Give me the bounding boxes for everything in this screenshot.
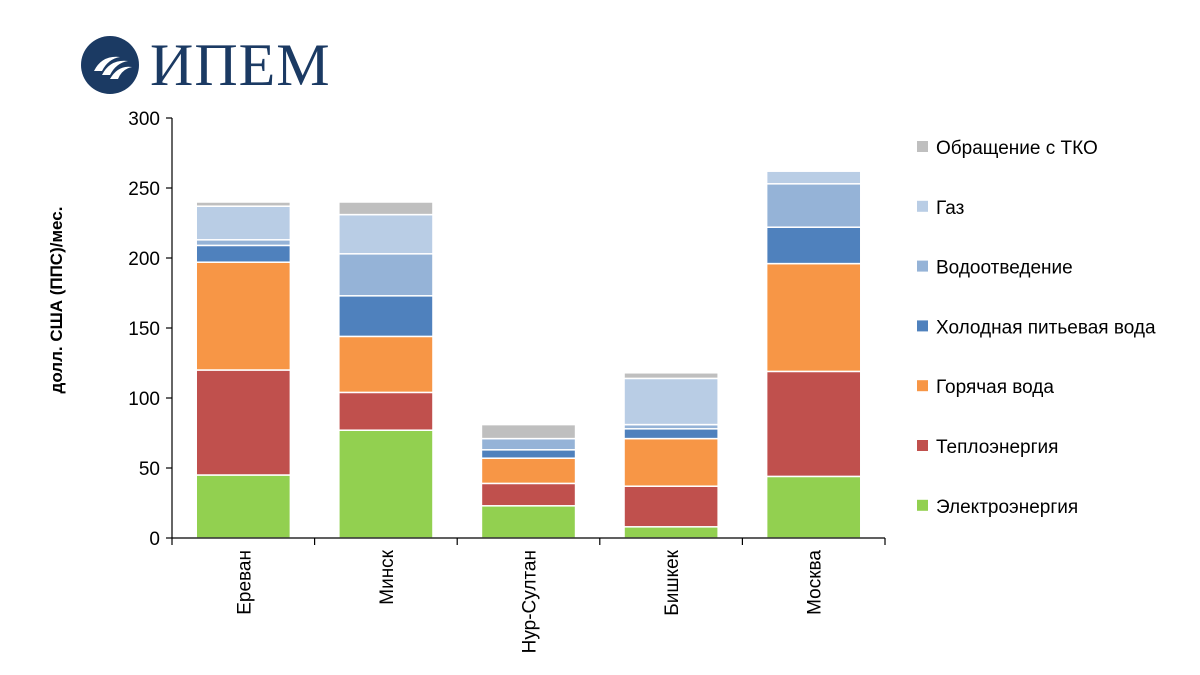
legend-swatch bbox=[917, 380, 928, 392]
legend-swatch bbox=[917, 260, 928, 272]
bar-segment bbox=[338, 253, 434, 297]
ipem-logo-icon bbox=[81, 36, 139, 94]
legend-swatch bbox=[917, 141, 928, 152]
legend-label: Водоотведение bbox=[936, 258, 1073, 279]
bar-segment bbox=[765, 262, 862, 373]
legend-swatch bbox=[917, 320, 928, 332]
legend-label: Обращение с ТКО bbox=[936, 138, 1098, 159]
bar-segment bbox=[338, 295, 434, 338]
legend-label: Газ bbox=[936, 198, 964, 219]
bar-segment bbox=[480, 457, 577, 485]
y-tick-label: 250 bbox=[128, 179, 160, 200]
logo-text: ИПЕМ bbox=[150, 32, 331, 98]
y-tick-label: 300 bbox=[128, 109, 160, 130]
bar-segment bbox=[623, 526, 719, 539]
bar-segment bbox=[623, 377, 719, 426]
bar-segment bbox=[195, 474, 292, 539]
bar-segment bbox=[338, 429, 434, 539]
axes-layer: 0 50 100 150 200 250 300 Ереван Минск Нур-Султан Б… bbox=[128, 109, 886, 653]
bar-segment bbox=[195, 239, 292, 247]
y-tick-label: 150 bbox=[128, 319, 160, 340]
y-tick-label: 0 bbox=[149, 529, 160, 550]
x-tick-label: Нур-Султан bbox=[520, 550, 541, 653]
legend-label: Электроэнергия bbox=[936, 497, 1078, 518]
legend-label: Горячая вода bbox=[936, 377, 1054, 398]
bar-segment bbox=[765, 170, 862, 185]
legend-swatch bbox=[917, 200, 928, 212]
bar-segment bbox=[338, 201, 434, 216]
y-axis-label: долл. США (ППС)/мес. bbox=[47, 207, 66, 394]
bar-segment bbox=[623, 437, 719, 487]
x-tick-label: Минск bbox=[377, 549, 398, 604]
bar-segment bbox=[480, 437, 577, 451]
legend-label: Холодная питьевая вода bbox=[936, 317, 1156, 338]
y-tick-label: 200 bbox=[128, 249, 160, 270]
bar-segment bbox=[623, 485, 719, 528]
bars-layer bbox=[195, 170, 862, 539]
y-tick-label: 100 bbox=[128, 389, 160, 410]
bar-segment bbox=[765, 475, 862, 539]
bar-segment bbox=[623, 428, 719, 440]
bar-segment bbox=[338, 213, 434, 255]
legend-swatch bbox=[917, 499, 928, 511]
bar-segment bbox=[480, 505, 577, 539]
bar-segment bbox=[765, 370, 862, 478]
bar-segment bbox=[765, 226, 862, 265]
legend-swatch bbox=[917, 440, 928, 451]
bar-segment bbox=[195, 205, 292, 241]
x-tick-label: Бишкек bbox=[662, 549, 683, 615]
bar-segment bbox=[480, 449, 577, 459]
bar-segment bbox=[195, 261, 292, 371]
bar-segment bbox=[195, 369, 292, 476]
legend: Обращение с ТКО Газ Водоотведение Холодная … bbox=[917, 138, 1156, 518]
bar-segment bbox=[765, 183, 862, 228]
bar-segment bbox=[338, 391, 434, 431]
bar-segment bbox=[195, 244, 292, 263]
bar-segment bbox=[195, 201, 292, 207]
x-tick-label: Ереван bbox=[234, 550, 255, 615]
bar-segment bbox=[480, 482, 577, 507]
bar-segment bbox=[623, 372, 719, 380]
bar-segment bbox=[480, 423, 577, 440]
logo: ИПЕМ bbox=[80, 34, 331, 96]
legend-label: Теплоэнергия bbox=[936, 437, 1058, 458]
x-tick-label: Москва bbox=[805, 550, 826, 615]
y-tick-label: 50 bbox=[139, 459, 160, 480]
bar-segment bbox=[338, 335, 434, 394]
